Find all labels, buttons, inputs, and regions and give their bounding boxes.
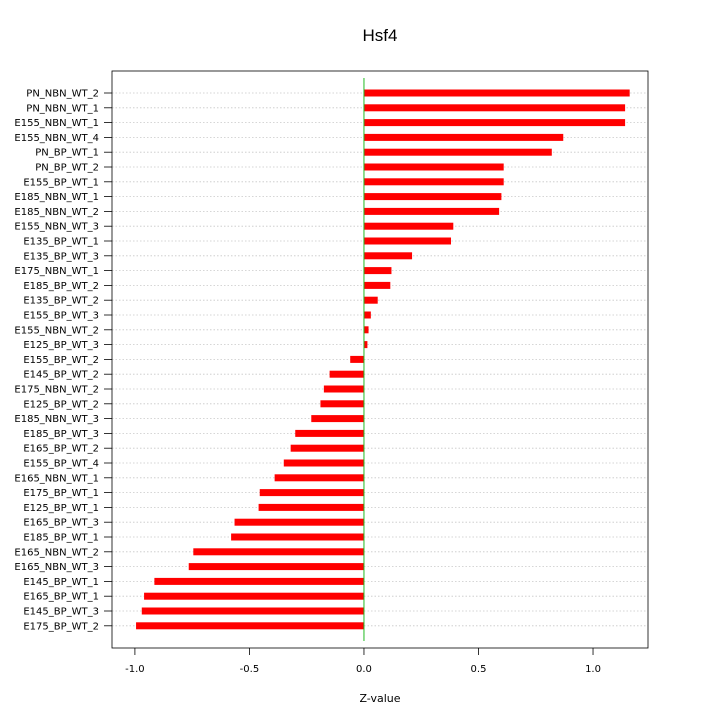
bar [141,607,364,615]
bar [193,548,364,556]
bar [258,503,364,511]
bar [363,133,564,141]
category-label: E155_BP_WT_1 [23,177,99,188]
bar [363,326,369,334]
bar [311,415,364,423]
category-label: PN_NBN_WT_2 [26,89,99,100]
category-label: E135_BP_WT_1 [23,237,99,248]
x-tick-label: -0.5 [240,664,260,675]
bar [363,148,552,156]
bar [274,474,364,482]
category-label: E125_BP_WT_2 [23,399,99,410]
bar [363,104,626,112]
bar [283,459,364,467]
bar [363,296,378,304]
x-tick-label: -1.0 [125,664,145,675]
bar [363,252,413,260]
category-label: PN_BP_WT_2 [35,163,99,174]
category-labels: PN_NBN_WT_2 PN_NBN_WT_1 E155_NBN_WT_1 E155_… [14,89,112,632]
bar [363,341,368,349]
x-axis-title: Z-value [359,692,400,705]
category-label: E145_BP_WT_1 [23,577,99,588]
bar [320,400,364,408]
category-label: E175_BP_WT_1 [23,488,99,499]
bar [350,355,364,363]
bar [363,237,452,245]
category-label: E185_NBN_WT_1 [14,192,99,203]
x-tick-label: 0.0 [356,664,372,675]
category-label: E125_BP_WT_3 [23,340,99,351]
bar [363,89,630,97]
bar [234,518,364,526]
category-label: E155_NBN_WT_4 [14,133,99,144]
bar [154,577,364,585]
bar [329,370,364,378]
x-tick-label: 0.5 [471,664,487,675]
bar [363,222,454,230]
bar [363,281,391,289]
bar [363,311,371,319]
category-label: E165_BP_WT_3 [23,518,99,529]
bar [363,119,626,127]
bar [363,163,504,171]
bar [188,563,364,571]
category-label: E125_BP_WT_1 [23,503,99,514]
category-label: E155_NBN_WT_2 [14,325,99,336]
category-label: E135_BP_WT_3 [23,251,99,262]
category-label: E165_NBN_WT_3 [14,562,99,573]
bar [136,622,364,630]
category-label: E175_BP_WT_2 [23,621,99,632]
chart-title: Hsf4 [363,26,398,45]
category-label: E135_BP_WT_2 [23,296,99,307]
bar [363,178,504,186]
x-axis-ticks: -1.0 -0.5 0.0 0.5 1.0 [125,648,601,675]
bar [323,385,364,393]
category-label: E165_BP_WT_2 [23,444,99,455]
category-label: PN_NBN_WT_1 [26,103,99,114]
bar [295,429,364,437]
bar [290,444,364,452]
category-label: E165_NBN_WT_1 [14,473,99,484]
category-label: PN_BP_WT_1 [35,148,99,159]
category-label: E185_BP_WT_3 [23,429,99,440]
bar [144,592,364,600]
category-label: E175_NBN_WT_1 [14,266,99,277]
category-label: E145_BP_WT_3 [23,607,99,618]
grid-lines [112,92,648,627]
category-label: E155_BP_WT_3 [23,311,99,322]
category-label: E155_BP_WT_4 [23,459,99,470]
bar [363,267,392,275]
bar [363,207,500,215]
bar [231,533,364,541]
x-tick-label: 1.0 [585,664,601,675]
category-label: E165_NBN_WT_2 [14,547,99,558]
category-label: E145_BP_WT_2 [23,370,99,381]
category-label: E165_BP_WT_1 [23,592,99,603]
category-label: E185_NBN_WT_3 [14,414,99,425]
category-label: E185_BP_WT_2 [23,281,99,292]
bar [259,489,364,497]
bar [363,193,502,201]
category-label: E185_BP_WT_1 [23,533,99,544]
category-label: E155_BP_WT_2 [23,355,99,366]
category-label: E185_NBN_WT_2 [14,207,99,218]
bars [136,89,630,630]
category-label: E155_NBN_WT_3 [14,222,99,233]
category-label: E175_NBN_WT_2 [14,385,99,396]
category-label: E155_NBN_WT_1 [14,118,99,129]
